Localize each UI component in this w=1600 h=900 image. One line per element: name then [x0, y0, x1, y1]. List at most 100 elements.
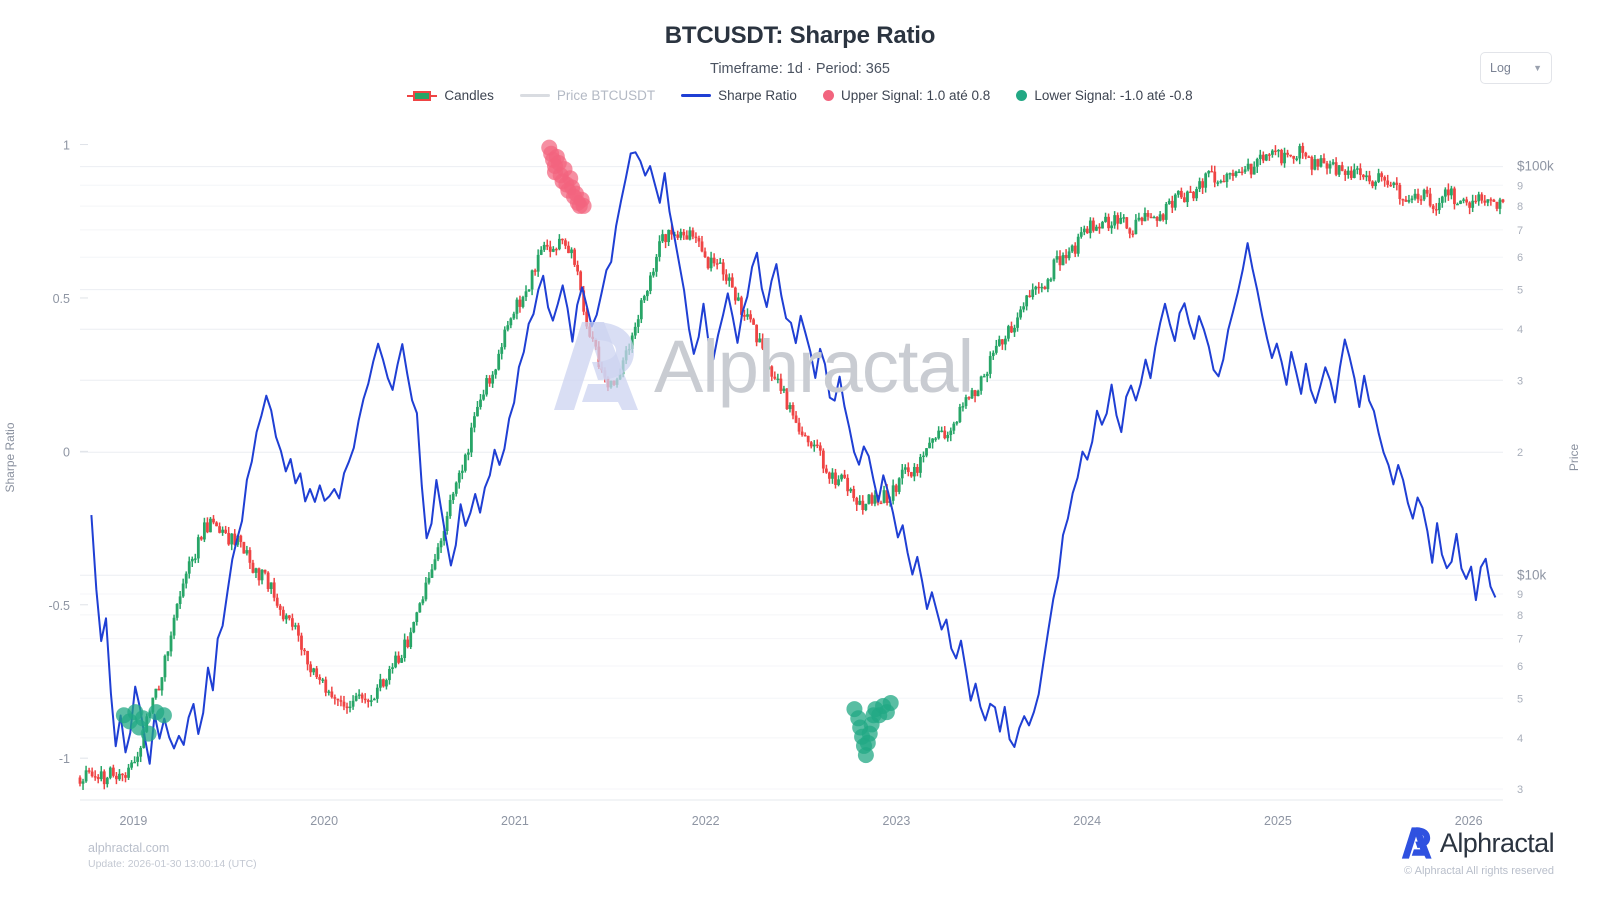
candle-body — [1437, 202, 1441, 211]
candle-body — [694, 236, 698, 239]
candle-body — [697, 238, 701, 242]
candle-body — [284, 615, 288, 620]
chart-subtitle: Timeframe: 1d · Period: 365 — [710, 61, 890, 77]
site-url[interactable]: alphractal.com — [88, 841, 170, 855]
candle-body — [466, 452, 470, 455]
legend-item-upper-signal[interactable]: Upper Signal: 1.0 até 0.8 — [822, 88, 990, 103]
legend-item-candles[interactable]: Candles — [407, 88, 494, 103]
candle-body — [470, 427, 473, 453]
candle-body — [943, 430, 947, 439]
candle-body — [740, 297, 743, 315]
candle-body — [230, 533, 234, 545]
candle-body — [1195, 189, 1198, 199]
y-right-tick: 9 — [1517, 180, 1523, 192]
candle-body — [746, 314, 749, 317]
candle-body — [245, 550, 249, 554]
candle-body — [1395, 182, 1399, 186]
legend-item-lower-signal[interactable]: Lower Signal: -1.0 até -0.8 — [1016, 88, 1193, 103]
candle-body — [615, 379, 619, 385]
scale-select[interactable]: Log ▼ — [1480, 52, 1552, 84]
candle-body — [473, 416, 476, 428]
candle-body — [1143, 212, 1147, 222]
x-tick: 2021 — [501, 814, 529, 828]
y-right-tick: 7 — [1517, 634, 1523, 646]
signal-dot — [140, 725, 157, 742]
candle-body — [730, 277, 734, 288]
candle-body — [1234, 171, 1238, 177]
candle-body — [873, 495, 877, 504]
candle-body — [1161, 214, 1165, 220]
candle-body — [861, 500, 865, 510]
y-right-tick: 3 — [1517, 375, 1523, 387]
candle-body — [912, 466, 916, 477]
candle-body — [1465, 199, 1468, 203]
candle-body — [357, 694, 361, 696]
legend-label-price: Price BTCUSDT — [556, 88, 656, 103]
legend-item-price[interactable]: Price BTCUSDT — [519, 88, 656, 103]
candle-body — [940, 430, 944, 432]
candle-body — [1450, 188, 1453, 196]
candle-body — [430, 569, 434, 578]
candle-body — [567, 245, 570, 254]
candle-body — [773, 376, 777, 379]
candle-body — [718, 262, 722, 264]
candle-body — [391, 667, 394, 669]
candle-body — [181, 583, 185, 597]
y-right-tick: 9 — [1517, 589, 1523, 601]
y-right-tick: 4 — [1517, 324, 1523, 336]
candle-body — [703, 251, 707, 258]
legend-item-sharpe[interactable]: Sharpe Ratio — [681, 88, 797, 103]
candle-body — [1095, 226, 1098, 231]
candle-body — [202, 522, 206, 540]
candle-body — [1025, 295, 1029, 307]
candle-body — [676, 234, 680, 238]
candle-body — [1316, 159, 1320, 167]
candle-body — [1258, 154, 1262, 159]
candle-body — [630, 335, 634, 349]
candle-body — [755, 324, 759, 343]
candle-body — [263, 569, 267, 573]
candle-body — [743, 314, 746, 317]
candle-body — [206, 522, 209, 533]
y-right-tick: 3 — [1517, 784, 1523, 796]
candle-body — [290, 618, 294, 627]
candle-body — [1307, 156, 1311, 158]
candle-body — [1204, 173, 1208, 188]
candle-body — [557, 238, 561, 250]
candle-body — [521, 297, 525, 307]
candle-body — [1067, 251, 1071, 259]
candle-body — [1292, 155, 1296, 159]
candle-body — [345, 706, 349, 709]
candle-body — [1098, 226, 1101, 229]
candle-body — [1422, 189, 1426, 200]
candle-body — [645, 290, 649, 297]
candle-body — [1477, 194, 1481, 202]
candle-body — [1104, 216, 1107, 222]
candle-body — [633, 326, 637, 336]
candle-body — [955, 421, 959, 424]
candle-body — [1383, 177, 1387, 181]
candle-body — [967, 397, 971, 399]
candle-body — [658, 241, 661, 257]
y-left-tick: 0.5 — [53, 292, 70, 306]
candle-body — [1246, 163, 1250, 170]
candle-body — [1474, 200, 1478, 203]
candle-body — [1107, 216, 1110, 229]
candle-body — [1283, 152, 1286, 164]
y-right-tick: 8 — [1517, 610, 1523, 622]
candle-body — [591, 336, 595, 339]
candle-body — [1419, 199, 1423, 201]
candle-body — [988, 356, 992, 374]
candle-body — [309, 664, 312, 673]
candle-body — [788, 405, 792, 410]
candle-body — [1443, 189, 1447, 197]
candle-body — [196, 537, 200, 559]
candle-body — [1267, 154, 1271, 156]
candle-body — [1055, 256, 1059, 260]
line-swatch-icon — [519, 94, 550, 97]
candle-body — [372, 698, 376, 701]
candle-body — [867, 494, 871, 504]
candle-body — [494, 369, 498, 375]
candle-body — [931, 438, 934, 443]
